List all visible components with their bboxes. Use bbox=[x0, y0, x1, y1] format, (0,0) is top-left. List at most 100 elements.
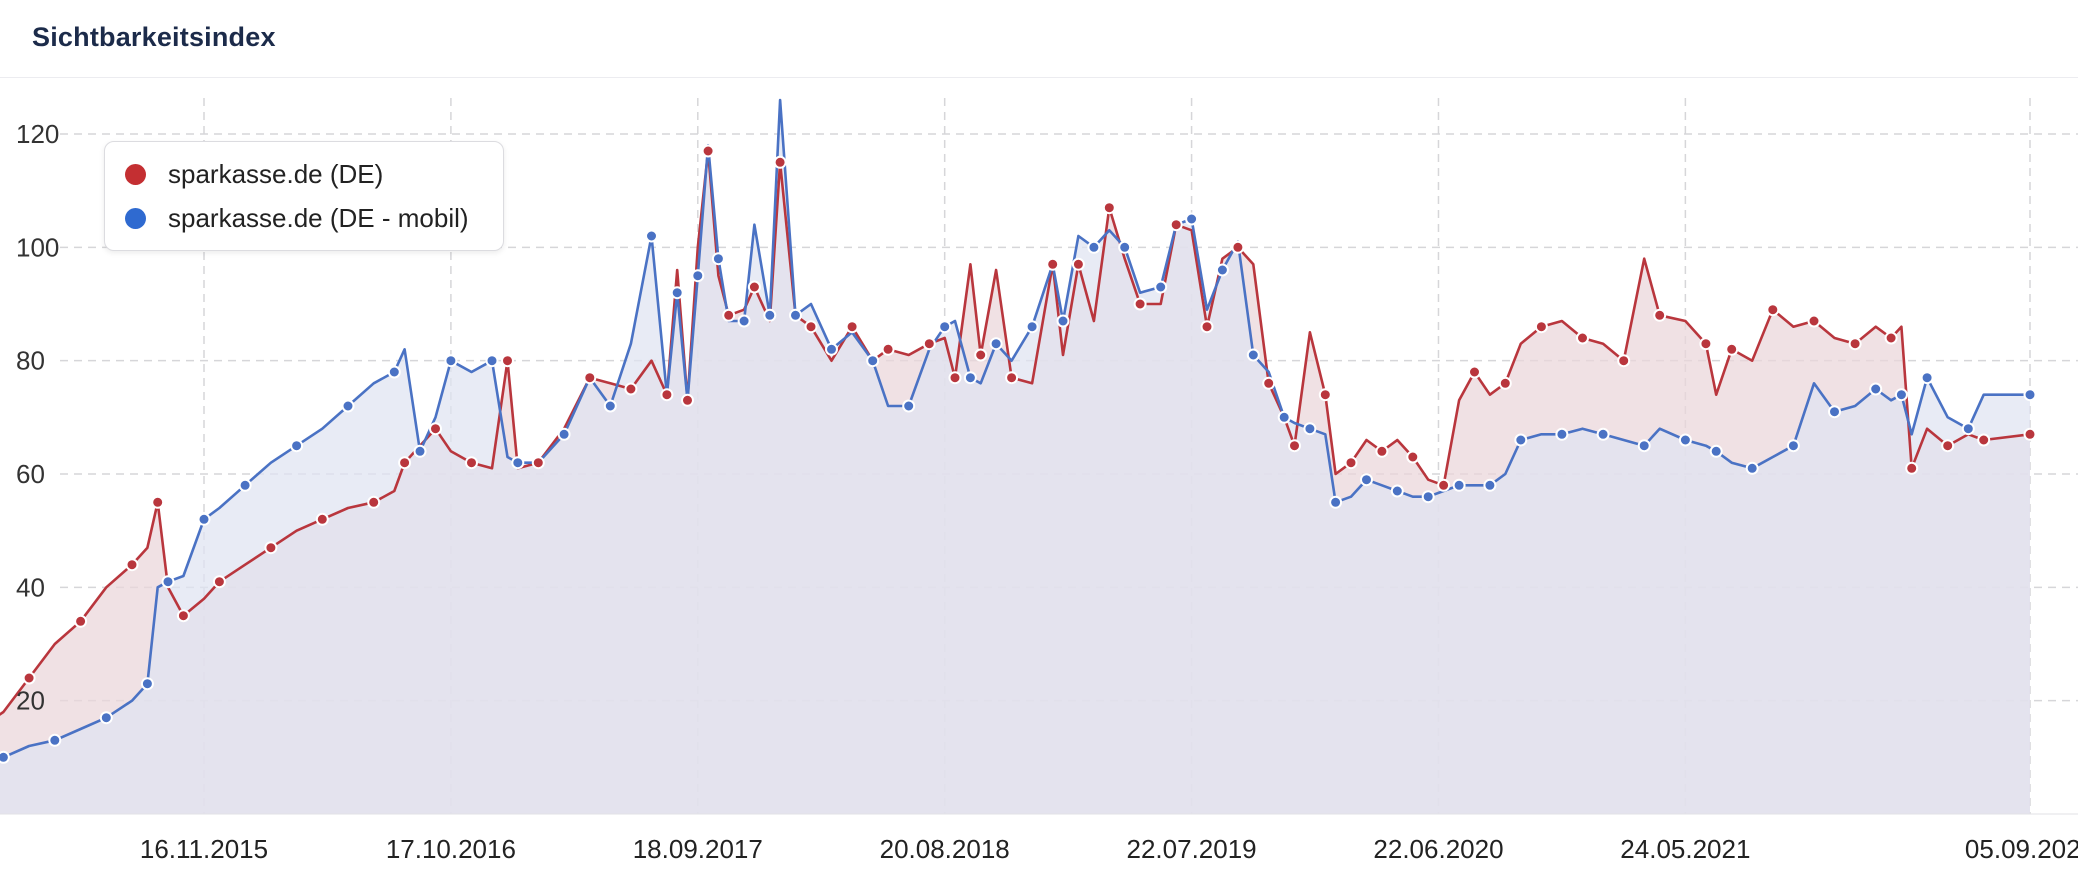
data-point[interactable] bbox=[963, 371, 977, 385]
data-point[interactable] bbox=[1894, 388, 1908, 402]
data-point[interactable] bbox=[1056, 314, 1070, 328]
data-point[interactable] bbox=[161, 575, 175, 589]
data-point[interactable] bbox=[1071, 257, 1085, 271]
data-point[interactable] bbox=[511, 456, 525, 470]
data-point[interactable] bbox=[1087, 240, 1101, 254]
data-point[interactable] bbox=[1246, 348, 1260, 362]
data-point[interactable] bbox=[881, 342, 895, 356]
data-point[interactable] bbox=[1468, 365, 1481, 379]
data-point[interactable] bbox=[151, 495, 165, 509]
data-point[interactable] bbox=[825, 342, 838, 356]
data-point[interactable] bbox=[1766, 303, 1780, 317]
data-point[interactable] bbox=[1920, 371, 1934, 385]
data-point[interactable] bbox=[1977, 433, 1991, 447]
data-point[interactable] bbox=[485, 354, 499, 368]
visibility-chart[interactable]: 20 40 60 80 100 120 16.11.2015 17.10.2016 18.09.… bbox=[0, 78, 2078, 878]
data-point[interactable] bbox=[1421, 490, 1435, 504]
data-point[interactable] bbox=[1406, 450, 1420, 464]
data-point[interactable] bbox=[1576, 331, 1589, 345]
data-point[interactable] bbox=[197, 512, 211, 526]
data-point[interactable] bbox=[681, 393, 694, 407]
data-point[interactable] bbox=[1483, 478, 1497, 492]
data-point[interactable] bbox=[1437, 478, 1451, 492]
data-point[interactable] bbox=[1303, 422, 1317, 436]
data-markers[interactable] bbox=[0, 144, 2037, 764]
data-point[interactable] bbox=[722, 308, 736, 322]
data-point[interactable] bbox=[1118, 240, 1132, 254]
data-point[interactable] bbox=[315, 512, 329, 526]
data-point[interactable] bbox=[212, 575, 226, 589]
data-point[interactable] bbox=[465, 456, 478, 470]
data-point[interactable] bbox=[701, 144, 715, 158]
data-point[interactable] bbox=[974, 348, 988, 362]
data-point[interactable] bbox=[763, 308, 777, 322]
data-point[interactable] bbox=[1807, 314, 1821, 328]
data-point[interactable] bbox=[1215, 263, 1229, 277]
data-point[interactable] bbox=[1745, 461, 1759, 475]
data-point[interactable] bbox=[789, 308, 802, 322]
data-point[interactable] bbox=[176, 609, 190, 623]
data-point[interactable] bbox=[1725, 342, 1739, 356]
data-point[interactable] bbox=[99, 711, 113, 725]
data-point[interactable] bbox=[238, 478, 252, 492]
data-point[interactable] bbox=[711, 252, 725, 266]
data-point[interactable] bbox=[691, 269, 705, 283]
data-point[interactable] bbox=[583, 371, 597, 385]
data-point[interactable] bbox=[1555, 427, 1569, 441]
data-point[interactable] bbox=[429, 422, 442, 436]
data-point[interactable] bbox=[1786, 439, 1800, 453]
data-point[interactable] bbox=[22, 671, 36, 685]
data-point[interactable] bbox=[1961, 422, 1975, 436]
data-point[interactable] bbox=[1498, 376, 1512, 390]
data-point[interactable] bbox=[2023, 427, 2037, 441]
data-point[interactable] bbox=[773, 155, 787, 169]
data-point[interactable] bbox=[1699, 337, 1713, 351]
data-point[interactable] bbox=[413, 444, 427, 458]
data-point[interactable] bbox=[0, 750, 10, 764]
data-point[interactable] bbox=[367, 495, 381, 509]
data-point[interactable] bbox=[922, 337, 936, 351]
data-point[interactable] bbox=[125, 558, 139, 572]
data-point[interactable] bbox=[1277, 410, 1291, 424]
data-point[interactable] bbox=[1375, 444, 1389, 458]
data-point[interactable] bbox=[140, 677, 154, 691]
data-point[interactable] bbox=[1231, 240, 1245, 254]
data-point[interactable] bbox=[1637, 439, 1651, 453]
data-point[interactable] bbox=[1848, 337, 1862, 351]
data-point[interactable] bbox=[2023, 388, 2037, 402]
data-point[interactable] bbox=[1262, 376, 1276, 390]
data-point[interactable] bbox=[1390, 484, 1404, 498]
data-point[interactable] bbox=[1185, 212, 1199, 226]
data-point[interactable] bbox=[387, 365, 401, 379]
data-point[interactable] bbox=[1653, 308, 1667, 322]
data-point[interactable] bbox=[48, 733, 62, 747]
data-point[interactable] bbox=[645, 229, 658, 243]
data-point[interactable] bbox=[398, 456, 412, 470]
data-point[interactable] bbox=[1905, 461, 1919, 475]
data-point[interactable] bbox=[1133, 297, 1147, 311]
data-point[interactable] bbox=[74, 614, 88, 628]
data-point[interactable] bbox=[603, 399, 617, 413]
data-point[interactable] bbox=[1534, 320, 1548, 334]
data-point[interactable] bbox=[557, 427, 571, 441]
data-point[interactable] bbox=[1869, 382, 1883, 396]
legend-item-desktop[interactable]: sparkasse.de (DE) bbox=[125, 159, 383, 189]
data-point[interactable] bbox=[531, 456, 545, 470]
data-point[interactable] bbox=[1318, 388, 1332, 402]
data-point[interactable] bbox=[989, 337, 1003, 351]
data-point[interactable] bbox=[1025, 320, 1039, 334]
series-line-0[interactable] bbox=[0, 149, 2031, 735]
data-point[interactable] bbox=[444, 354, 458, 368]
data-point[interactable] bbox=[1452, 478, 1466, 492]
data-point[interactable] bbox=[1200, 320, 1214, 334]
data-point[interactable] bbox=[1169, 218, 1183, 232]
data-point[interactable] bbox=[1288, 439, 1301, 453]
series-line-1[interactable] bbox=[0, 98, 2030, 759]
data-point[interactable] bbox=[845, 320, 859, 334]
data-point[interactable] bbox=[737, 314, 751, 328]
data-point[interactable] bbox=[1360, 473, 1373, 487]
data-point[interactable] bbox=[938, 320, 952, 334]
data-point[interactable] bbox=[1102, 201, 1116, 215]
legend-item-mobile[interactable]: sparkasse.de (DE - mobil) bbox=[125, 203, 469, 233]
data-point[interactable] bbox=[948, 371, 962, 385]
